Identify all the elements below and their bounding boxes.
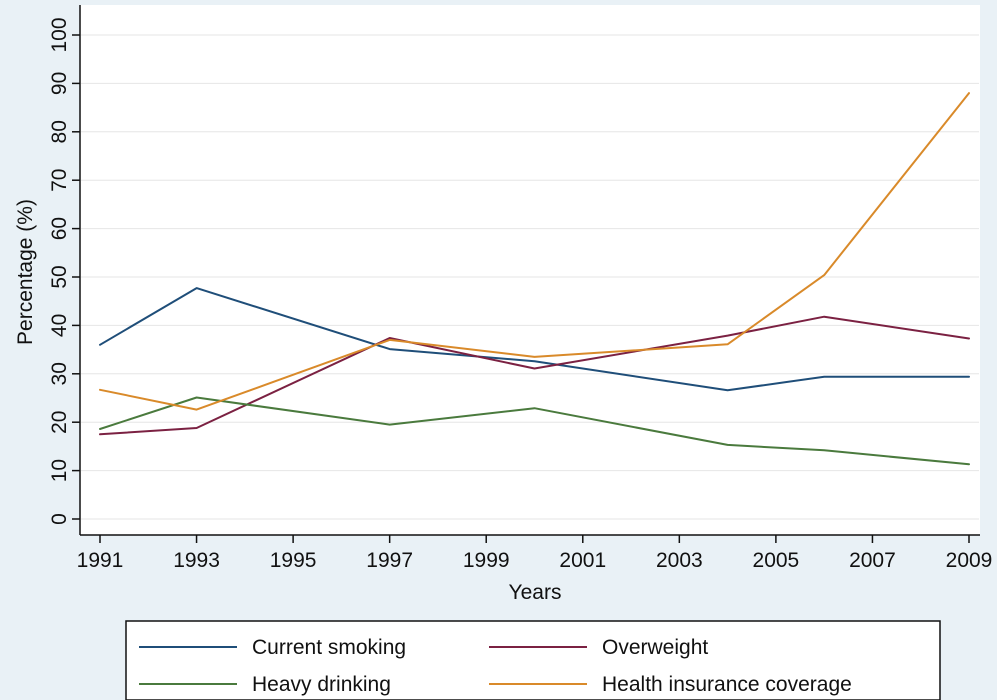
y-axis-title: Percentage (%) xyxy=(14,199,37,345)
y-tick-label: 50 xyxy=(48,265,71,288)
x-tick-label: 2003 xyxy=(656,549,703,572)
x-tick-label: 2009 xyxy=(946,549,993,572)
y-tick-label: 90 xyxy=(48,72,71,95)
legend-label-overweight: Overweight xyxy=(602,636,708,659)
legend-label-health-insurance-coverage: Health insurance coverage xyxy=(602,673,852,696)
x-tick-label: 1993 xyxy=(173,549,220,572)
x-tick-label: 1997 xyxy=(366,549,413,572)
legend: Current smoking Overweight Heavy drinking H… xyxy=(125,620,941,700)
y-tick-label: 60 xyxy=(48,217,71,240)
y-tick-label: 70 xyxy=(48,169,71,192)
tick-labels: 0 10 20 30 40 50 60 70 80 90 100 1991 1993 1995 1997 19… xyxy=(48,17,992,572)
series-line-current-smoking xyxy=(99,287,970,392)
y-tick-label: 10 xyxy=(48,459,71,482)
x-tick-label: 1995 xyxy=(270,549,317,572)
x-tick-label: 2007 xyxy=(849,549,896,572)
x-tick-label: 1991 xyxy=(77,549,124,572)
series-lines xyxy=(99,92,970,466)
legend-label-current-smoking: Current smoking xyxy=(252,636,406,659)
legend-box xyxy=(125,620,941,700)
series-line-health-insurance-coverage xyxy=(99,92,970,411)
y-tick-label: 0 xyxy=(48,513,71,525)
plot-area xyxy=(80,5,980,535)
x-tick-label: 2001 xyxy=(559,549,606,572)
series-line-heavy-drinking xyxy=(99,396,970,466)
y-tick-label: 40 xyxy=(48,314,71,337)
series-line-overweight xyxy=(99,315,970,436)
y-tick-label: 20 xyxy=(48,411,71,434)
axes xyxy=(72,5,980,543)
x-tick-label: 2005 xyxy=(753,549,800,572)
legend-label-heavy-drinking: Heavy drinking xyxy=(252,673,391,696)
grid-lines xyxy=(81,34,979,520)
y-tick-label: 80 xyxy=(48,120,71,143)
x-axis-title: Years xyxy=(509,581,562,604)
y-tick-label: 30 xyxy=(48,362,71,385)
x-tick-label: 1999 xyxy=(463,549,510,572)
y-tick-label: 100 xyxy=(48,17,71,52)
